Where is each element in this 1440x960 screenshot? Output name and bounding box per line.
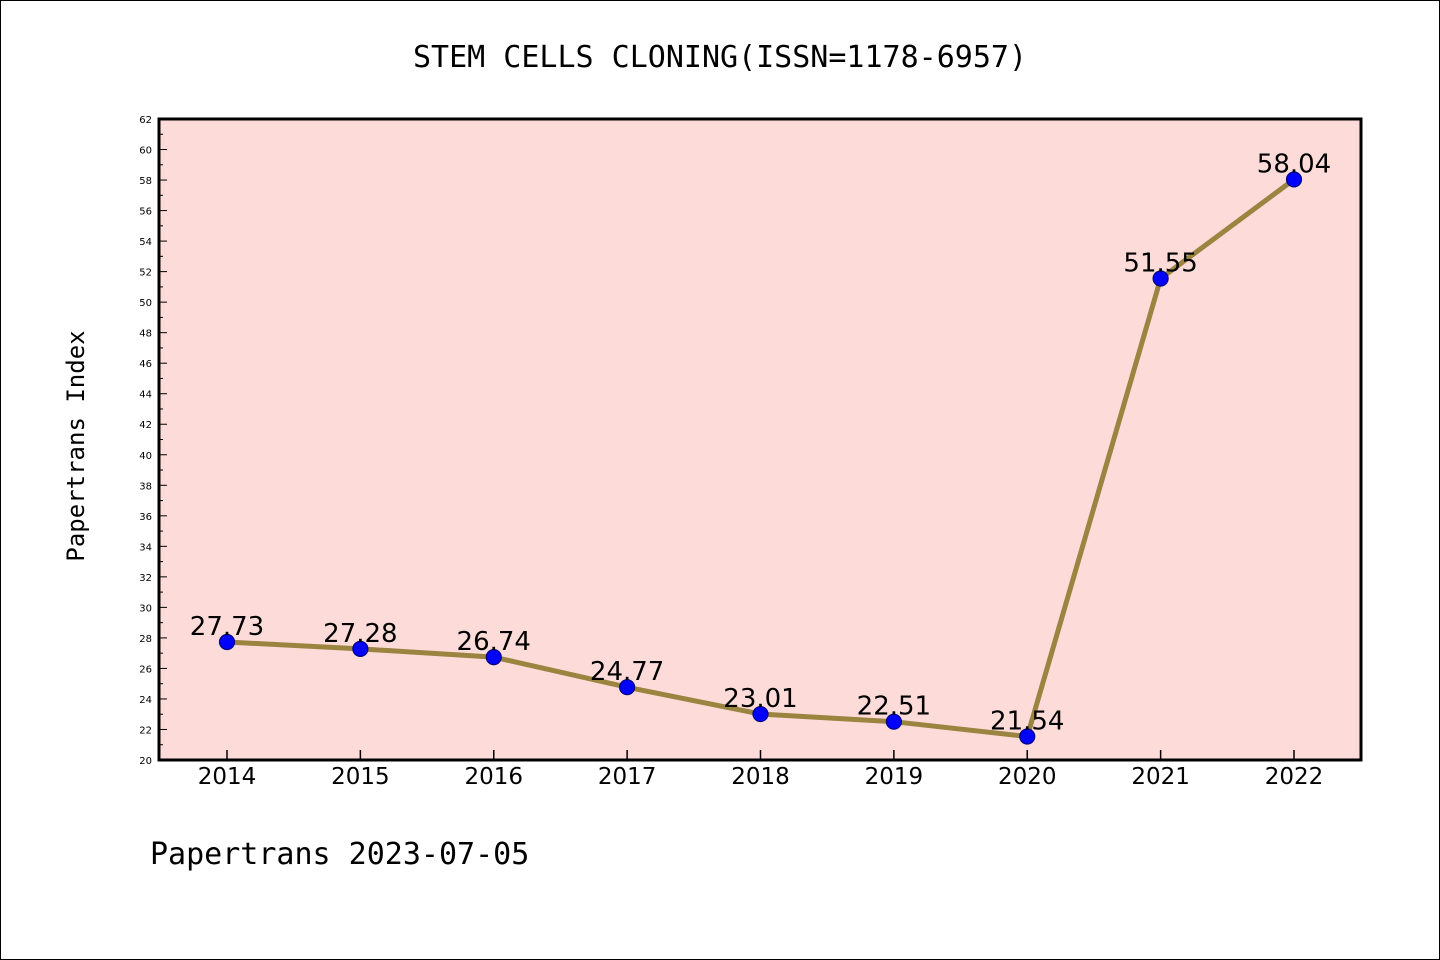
y-tick-label: 48 — [139, 329, 152, 340]
y-tick-label: 32 — [139, 573, 152, 584]
y-tick-label: 56 — [139, 207, 152, 218]
data-point — [752, 705, 769, 723]
y-tick-label: 26 — [139, 664, 152, 675]
plot-area — [157, 117, 1363, 762]
y-tick-label: 38 — [139, 481, 152, 492]
y-tick-label: 52 — [139, 268, 152, 279]
y-tick-label: 22 — [139, 725, 152, 736]
data-point — [619, 679, 636, 696]
y-tick-label: 44 — [139, 390, 152, 401]
data-label: 26.74 — [457, 627, 531, 657]
data-label: 21.54 — [990, 706, 1064, 736]
x-tick-label: 2017 — [598, 764, 657, 790]
x-tick-label: 2018 — [731, 764, 790, 790]
data-points — [218, 171, 1303, 745]
data-label: 51.55 — [1123, 248, 1197, 278]
x-tick-label: 2015 — [331, 764, 390, 790]
y-tick-label: 28 — [139, 634, 152, 645]
y-tick-label: 36 — [139, 512, 152, 523]
x-tick-label: 2019 — [865, 764, 924, 790]
y-tick-label: 50 — [139, 298, 152, 309]
data-label: 22.51 — [857, 692, 931, 722]
y-tick-label: 20 — [139, 756, 152, 767]
y-axis-label: Papertrans Index — [62, 330, 90, 561]
chart-title: STEM CELLS CLONING(ISSN=1178-6957) — [413, 40, 1027, 75]
x-tick-label: 2021 — [1131, 764, 1190, 790]
y-tick-label: 40 — [139, 451, 152, 462]
y-tick-label: 62 — [139, 115, 152, 126]
data-point — [885, 713, 902, 730]
data-label: 27.73 — [190, 612, 264, 642]
data-point — [1285, 171, 1303, 188]
y-tick-label: 30 — [139, 603, 152, 614]
data-labels: 27.73 27.28 26.74 24.77 23.01 22.51 21.54 51.55… — [190, 149, 1331, 736]
y-tick-label: 60 — [139, 146, 152, 157]
data-point — [485, 649, 502, 666]
y-tick-label: 34 — [139, 542, 152, 553]
y-tick-label: 54 — [139, 237, 152, 248]
data-label: 23.01 — [723, 684, 797, 714]
x-tick-label: 2016 — [464, 764, 523, 790]
y-tick-label: 58 — [139, 176, 152, 187]
data-point — [352, 640, 369, 657]
data-point — [1019, 728, 1036, 745]
x-tick-label: 2020 — [998, 764, 1057, 790]
data-label: 27.28 — [323, 619, 397, 649]
data-label: 24.77 — [590, 657, 664, 687]
y-tick-label: 42 — [139, 420, 152, 431]
y-axis: 20 22 24 26 28 30 32 34 36 38 40 42 44 46 48 50 52 54 56 58… — [139, 115, 167, 767]
footer-date: Papertrans 2023-07-05 — [150, 837, 529, 872]
data-point — [218, 633, 236, 651]
data-point — [1152, 270, 1169, 287]
x-tick-label: 2022 — [1265, 764, 1324, 790]
y-tick-label: 46 — [139, 359, 152, 370]
data-label: 58.04 — [1257, 149, 1331, 179]
y-tick-label: 24 — [139, 695, 152, 706]
x-tick-label: 2014 — [198, 764, 257, 790]
x-axis: 2014 2015 2016 2017 2018 2019 2020 2021 2022 — [198, 750, 1324, 790]
